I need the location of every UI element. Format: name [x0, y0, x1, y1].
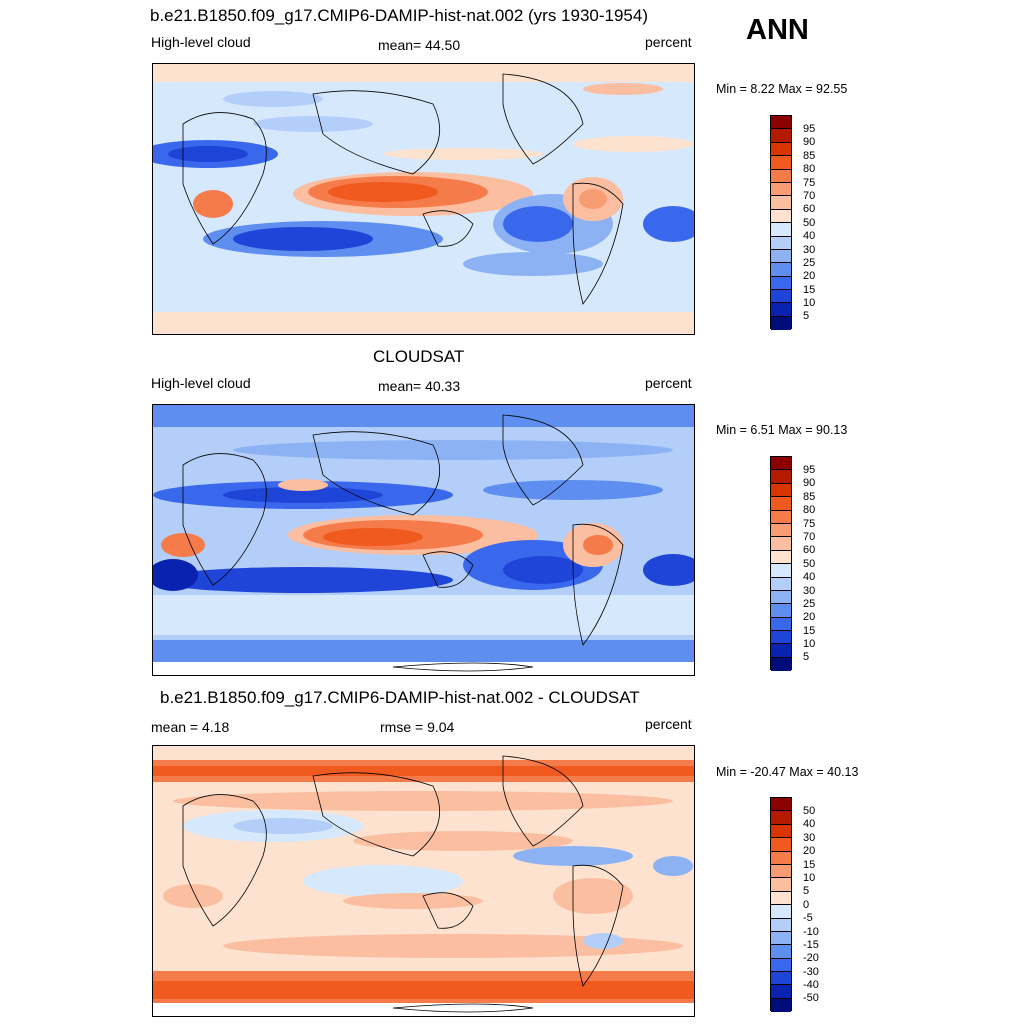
panel-1-title: b.e21.B1850.f09_g17.CMIP6-DAMIP-hist-nat… — [150, 6, 648, 25]
panel-2-colorbar-tick: 15 — [803, 625, 816, 637]
panel-1-colorbar-tick: 85 — [803, 150, 816, 162]
panel-3-colorbar-tick: 20 — [803, 845, 816, 857]
panel-3-colorbar-tick: 50 — [803, 805, 816, 817]
panel-3-colorbar-tick: -10 — [803, 926, 819, 938]
panel-2-colorbar-tick: 20 — [803, 611, 816, 623]
panel-3-map — [152, 745, 695, 1017]
panel-3-colorbar-tick: 10 — [803, 872, 816, 884]
season-label: ANN — [746, 14, 809, 46]
panel-1-colorbar-tick: 80 — [803, 163, 816, 175]
panel-2-variable-label: High-level cloud — [151, 375, 251, 391]
panel-3-colorbar-tick: -15 — [803, 939, 819, 951]
panel-1-units-label: percent — [645, 34, 692, 50]
panel-3-colorbar-tick: -5 — [803, 912, 813, 924]
panel-3-colorbar-tick: 0 — [803, 899, 810, 911]
panel-1-colorbar-tick: 70 — [803, 190, 816, 202]
panel-1-colorbar-tick: 10 — [803, 297, 816, 309]
panel-3-rmse-label: rmse = 9.04 — [380, 719, 455, 735]
panel-1-colorbar-tick: 30 — [803, 244, 816, 256]
panel-2-colorbar-tick: 70 — [803, 531, 816, 543]
panel-3-colorbar-tick: -20 — [803, 952, 819, 964]
panel-2-colorbar-tick: 95 — [803, 464, 816, 476]
panel-1-colorbar-tick: 15 — [803, 284, 816, 296]
panel-1-colorbar-tick: 5 — [803, 310, 810, 322]
panel-2-title: CLOUDSAT — [373, 347, 465, 366]
panel-2-colorbar-tick: 85 — [803, 491, 816, 503]
panel-2-minmax: Min = 6.51 Max = 90.13 — [716, 423, 848, 437]
panel-3-title: b.e21.B1850.f09_g17.CMIP6-DAMIP-hist-nat… — [160, 688, 640, 707]
panel-3-colorbar — [770, 797, 792, 1013]
panel-1-minmax: Min = 8.22 Max = 92.55 — [716, 82, 848, 96]
panel-2-colorbar — [770, 456, 792, 672]
panel-1-mean-label: mean= 44.50 — [378, 37, 461, 53]
panel-3-minmax: Min = -20.47 Max = 40.13 — [716, 765, 859, 779]
panel-1-map — [152, 63, 695, 335]
panel-2-units-label: percent — [645, 375, 692, 391]
panel-1-colorbar-tick: 75 — [803, 177, 816, 189]
panel-3-colorbar-tick: 30 — [803, 832, 816, 844]
panel-3-colorbar-tick: -30 — [803, 966, 819, 978]
panel-1-colorbar — [770, 115, 792, 331]
panel-3-colorbar-tick: 40 — [803, 818, 816, 830]
panel-1-colorbar-tick: 20 — [803, 270, 816, 282]
panel-3-colorbar-tick: -50 — [803, 992, 819, 1004]
panel-1-colorbar-tick: 50 — [803, 217, 816, 229]
panel-1-colorbar-tick: 60 — [803, 203, 816, 215]
panel-1-colorbar-tick: 90 — [803, 136, 816, 148]
panel-3-mean-label: mean = 4.18 — [151, 719, 230, 735]
panel-3-colorbar-tick: -40 — [803, 979, 819, 991]
panel-2-map — [152, 404, 695, 676]
panel-2-colorbar-tick: 90 — [803, 477, 816, 489]
panel-3-colorbar-tick: 15 — [803, 859, 816, 871]
panel-2-colorbar-tick: 50 — [803, 558, 816, 570]
panel-2-colorbar-tick: 10 — [803, 638, 816, 650]
panel-2-mean-label: mean= 40.33 — [378, 378, 461, 394]
panel-1-colorbar-tick: 95 — [803, 123, 816, 135]
panel-2-colorbar-tick: 80 — [803, 504, 816, 516]
panel-1-variable-label: High-level cloud — [151, 34, 251, 50]
panel-2-colorbar-tick: 60 — [803, 544, 816, 556]
panel-3-units-label: percent — [645, 716, 692, 732]
panel-1-colorbar-tick: 25 — [803, 257, 816, 269]
panel-2-colorbar-tick: 25 — [803, 598, 816, 610]
panel-2-colorbar-tick: 75 — [803, 518, 816, 530]
panel-2-colorbar-tick: 5 — [803, 651, 810, 663]
panel-2-colorbar-tick: 30 — [803, 585, 816, 597]
panel-2-colorbar-tick: 40 — [803, 571, 816, 583]
panel-3-colorbar-tick: 5 — [803, 885, 810, 897]
panel-1-colorbar-tick: 40 — [803, 230, 816, 242]
